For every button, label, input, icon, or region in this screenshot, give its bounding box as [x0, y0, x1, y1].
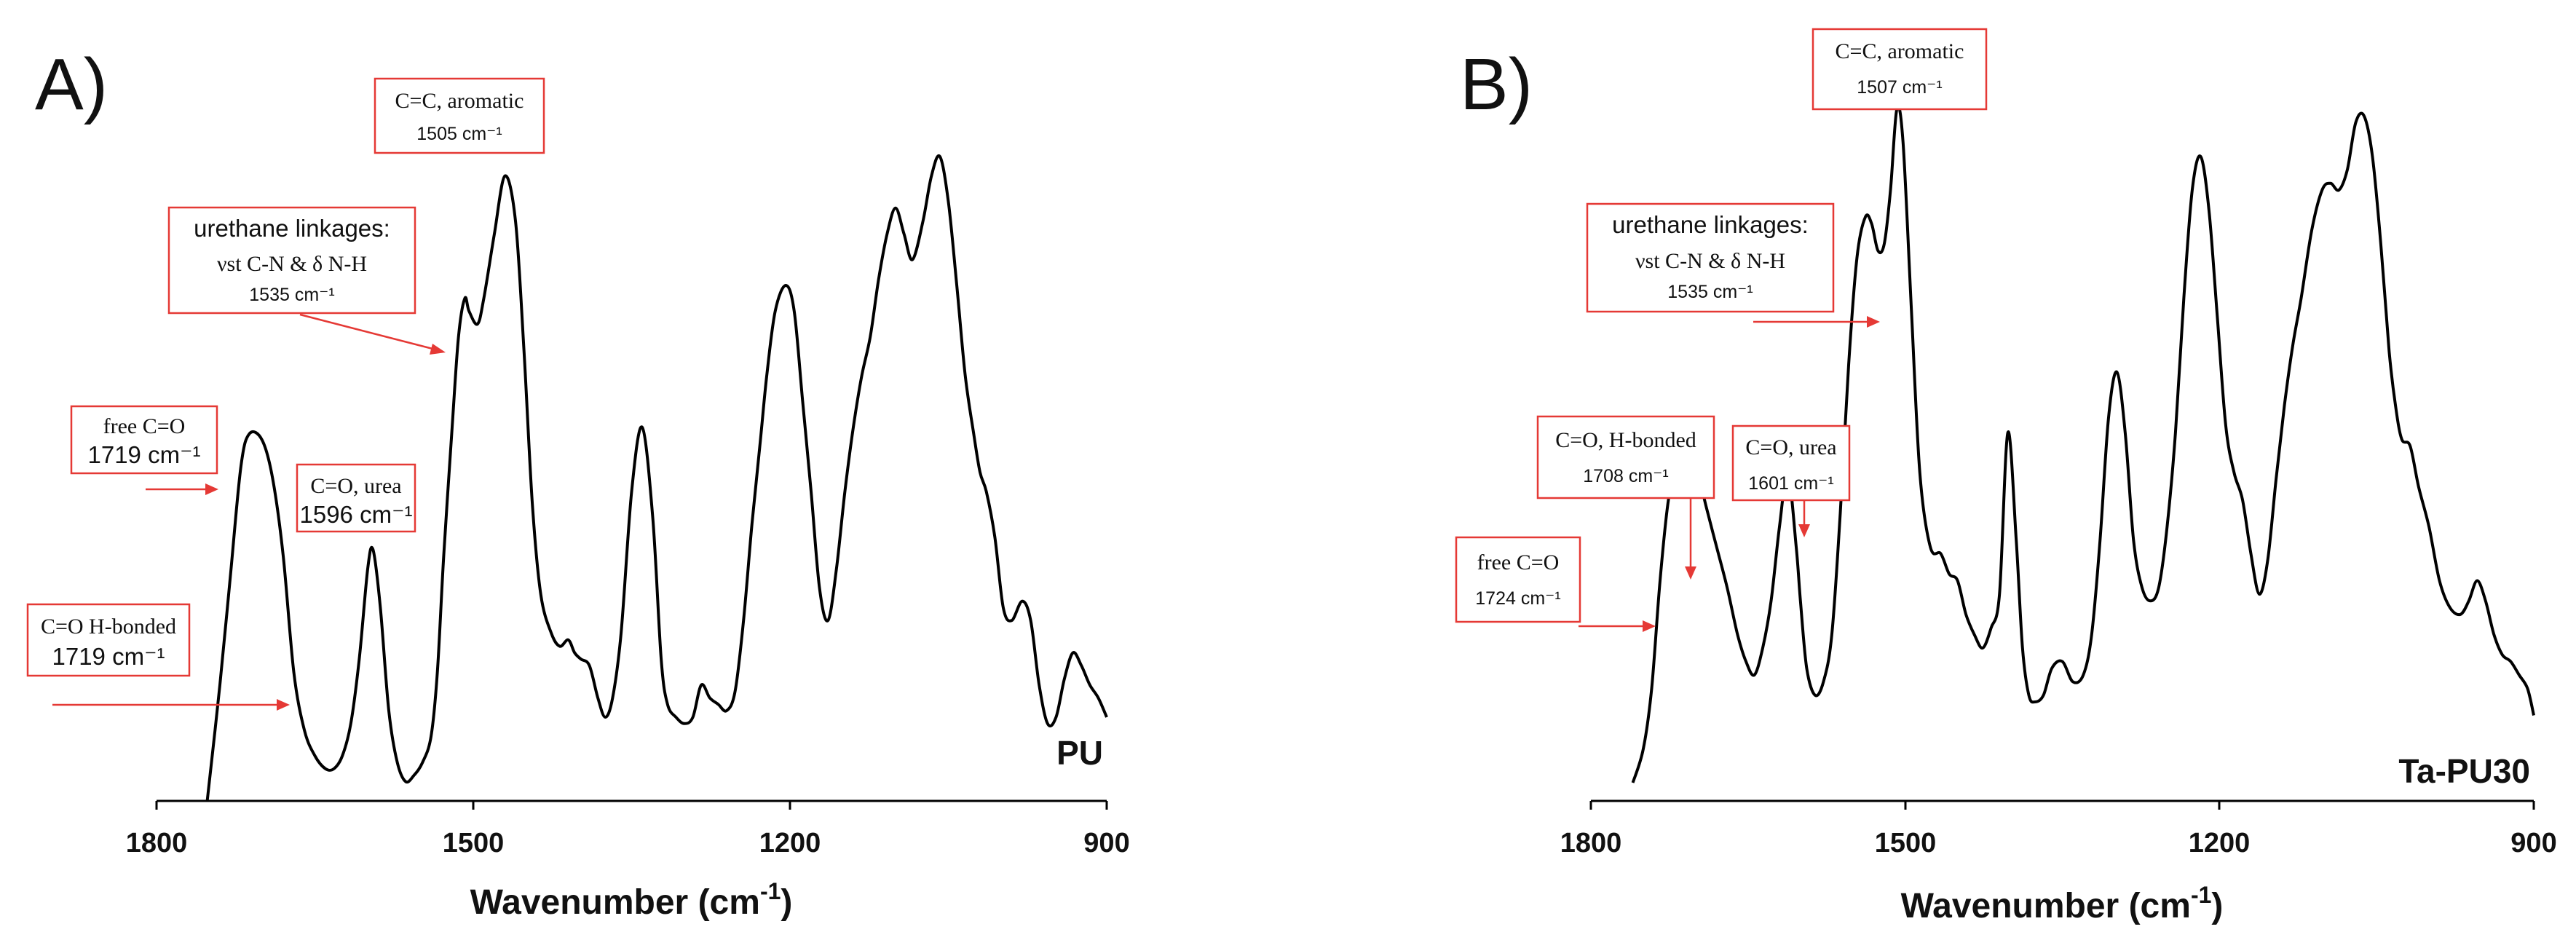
annotation-urea-a: C=O, urea 1596 cm⁻¹ [296, 463, 416, 533]
panel-b: B) 1800 1500 1200 900 Wavenumber (cm-1) … [1455, 28, 2557, 925]
annotation-box [167, 206, 416, 315]
annotation-line: C=O H-bonded [41, 615, 176, 639]
panel-b-sample-label: Ta-PU30 [2398, 752, 2530, 790]
annotation-line: C=O, H-bonded [1555, 428, 1696, 452]
panel-a-spectrum-line [205, 154, 1108, 802]
annotation-line: 1535 cm⁻¹ [1667, 282, 1753, 302]
panel-a-tick-label-1200: 1200 [759, 828, 821, 858]
annotation-line: 1719 cm⁻¹ [88, 441, 201, 468]
annotation-urethane-a: urethane linkages: νst C-N & δ N-H 1535 … [167, 206, 446, 355]
annotation-box [1586, 202, 1835, 313]
annotation-aromatic-b: C=C, aromatic 1507 cm⁻¹ [1812, 28, 1988, 111]
annotation-line: 1719 cm⁻¹ [52, 643, 165, 670]
annotation-line: C=C, aromatic [395, 89, 524, 113]
panel-a-tick-label-1800: 1800 [126, 828, 188, 858]
panel-b-tick-label-1200: 1200 [2189, 828, 2251, 858]
annotation-line: 1708 cm⁻¹ [1583, 466, 1668, 486]
annotation-line: free C=O [103, 414, 186, 438]
panel-a: A) 1800 1500 1200 900 Wavenumber (cm-1) … [26, 44, 1130, 922]
panel-b-spectrum-line [1631, 105, 2535, 783]
annotation-urethane-b: urethane linkages: νst C-N & δ N-H 1535 … [1586, 202, 1880, 328]
annotation-free-co-a: free C=O 1719 cm⁻¹ [70, 405, 218, 495]
annotation-arrow [299, 313, 436, 351]
annotation-box [1455, 536, 1581, 623]
annotation-box [1536, 415, 1715, 499]
annotation-line: 1724 cm⁻¹ [1475, 588, 1560, 609]
annotation-line: 1535 cm⁻¹ [249, 285, 334, 305]
panel-a-tick-label-900: 900 [1083, 828, 1129, 858]
annotation-line: C=O, urea [1745, 435, 1836, 459]
annotation-arrowhead [1643, 620, 1656, 632]
annotation-arrowhead [1685, 566, 1696, 580]
annotation-line: C=O, urea [310, 474, 401, 498]
annotation-arrowhead [205, 483, 218, 495]
annotation-box [1731, 424, 1851, 502]
annotation-free-co-b: free C=O 1724 cm⁻¹ [1455, 536, 1656, 632]
annotation-box [296, 463, 416, 533]
annotation-line: 1507 cm⁻¹ [1857, 77, 1942, 98]
annotation-line: νst C-N & δ N-H [1635, 249, 1785, 273]
annotation-line: 1505 cm⁻¹ [416, 124, 502, 144]
annotation-line: C=C, aromatic [1836, 39, 1964, 63]
annotation-arrowhead [1798, 524, 1810, 537]
annotation-line: 1601 cm⁻¹ [1748, 473, 1833, 494]
annotation-aromatic-a: C=C, aromatic 1505 cm⁻¹ [374, 77, 545, 154]
annotation-box [26, 603, 191, 677]
annotation-box [70, 405, 218, 475]
annotation-box [374, 77, 545, 154]
annotation-line: 1596 cm⁻¹ [300, 501, 413, 528]
annotation-hbonded-b: C=O, H-bonded 1708 cm⁻¹ [1536, 415, 1715, 580]
panel-b-tick-label-900: 900 [2510, 828, 2556, 858]
annotation-box [1812, 28, 1988, 111]
annotation-urea-b: C=O, urea 1601 cm⁻¹ [1731, 424, 1851, 537]
panel-a-label: A) [35, 44, 108, 125]
panel-b-x-label: Wavenumber (cm-1) [1901, 882, 2224, 925]
panel-a-sample-label: PU [1056, 734, 1103, 772]
annotation-line: free C=O [1477, 550, 1560, 574]
annotation-arrowhead [430, 344, 446, 355]
annotation-hbonded-a: C=O H-bonded 1719 cm⁻¹ [26, 603, 290, 711]
annotation-line: νst C-N & δ N-H [217, 252, 367, 276]
panel-b-label: B) [1460, 44, 1533, 125]
panel-a-x-label: Wavenumber (cm-1) [470, 878, 793, 922]
annotation-arrowhead [1867, 316, 1880, 328]
panel-b-tick-label-1800: 1800 [1560, 828, 1622, 858]
panel-b-tick-label-1500: 1500 [1875, 828, 1937, 858]
annotation-line: urethane linkages: [194, 215, 390, 242]
annotation-line: urethane linkages: [1612, 211, 1809, 238]
annotation-arrowhead [277, 699, 290, 711]
panel-a-tick-label-1500: 1500 [443, 828, 505, 858]
